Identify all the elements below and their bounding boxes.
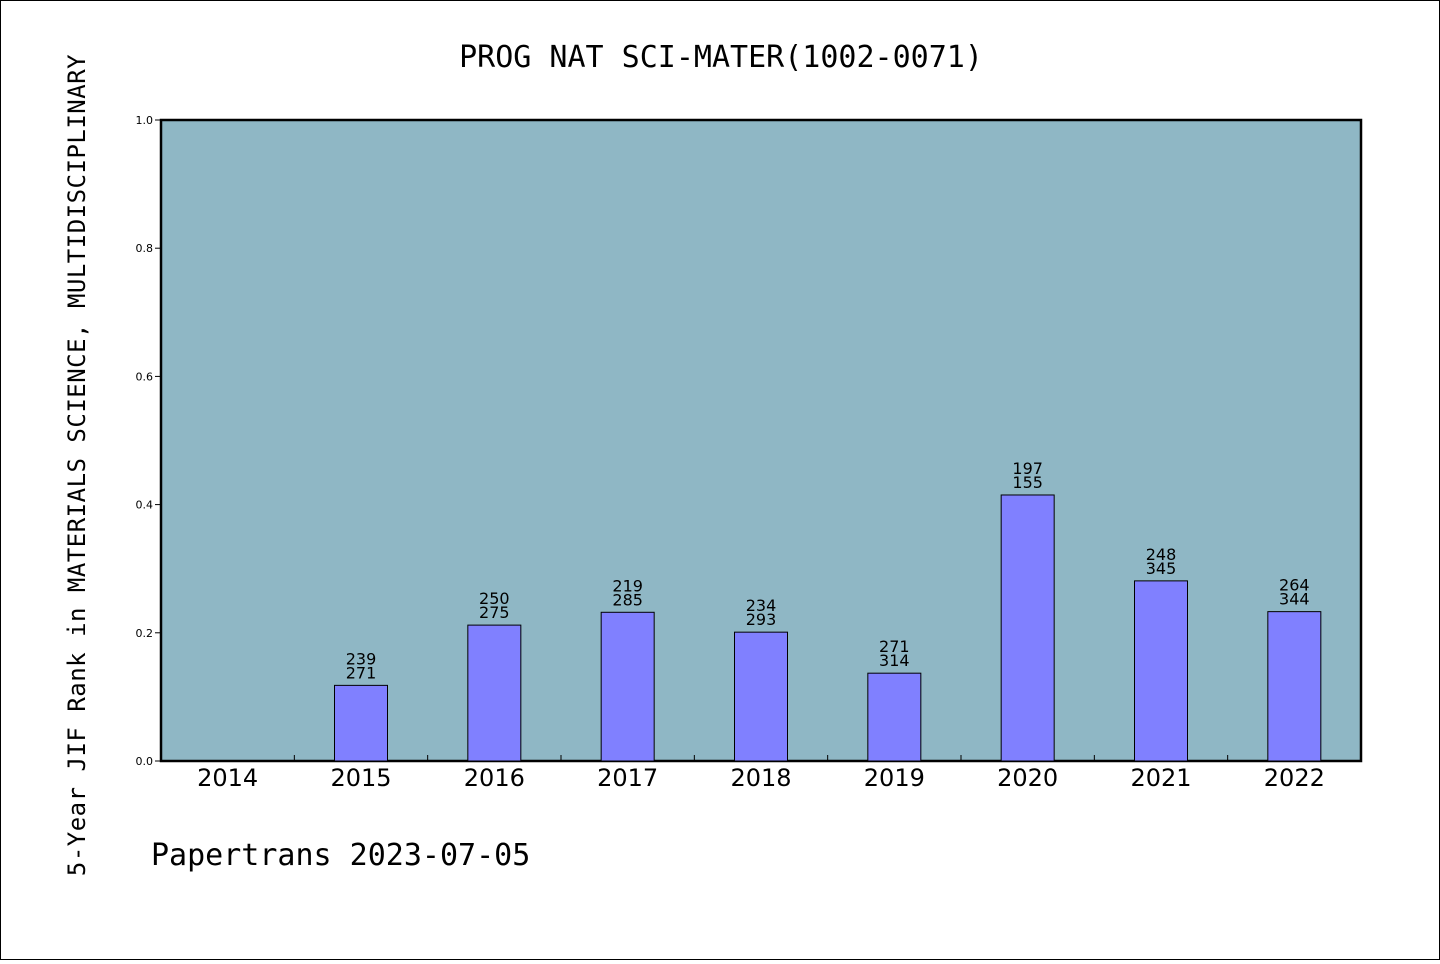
bar-label-bottom-2021: 345 xyxy=(1146,559,1177,578)
x-tick-label-2016: 2016 xyxy=(464,764,525,792)
x-tick-label-2018: 2018 xyxy=(730,764,791,792)
bar-label-top-2020: 197 xyxy=(1012,459,1043,478)
bar-2022 xyxy=(1267,611,1322,762)
x-axis-ticks: 2014 2015 2016 2017 2018 2019 2020 2021 2022 xyxy=(197,755,1325,792)
y-axis-ticks: 0.0 0.2 0.4 0.6 0.8 1.0 xyxy=(136,114,161,768)
x-tick-label-2017: 2017 xyxy=(597,764,658,792)
y-axis-label: 5-Year JIF Rank in MATERIALS SCIENCE, MU… xyxy=(63,54,91,876)
bar-2015 xyxy=(334,684,388,762)
footer-credit: Papertrans 2023-07-05 xyxy=(151,838,530,873)
y-tick-label: 0.2 xyxy=(136,627,154,640)
x-tick-label-2014: 2014 xyxy=(197,764,258,792)
x-tick-label-2021: 2021 xyxy=(1130,764,1191,792)
bar-2018 xyxy=(734,631,788,762)
bar-label-bottom-2020: 155 xyxy=(1012,473,1043,492)
bar-2020 xyxy=(1000,494,1055,762)
bar-2021 xyxy=(1134,580,1188,762)
bar-label-top-2015: 239 xyxy=(346,649,377,668)
bar-2019 xyxy=(867,672,922,762)
bar-label-bottom-2022: 344 xyxy=(1279,590,1310,609)
x-tick-label-2019: 2019 xyxy=(864,764,925,792)
bar-label-top-2016: 250 xyxy=(479,589,510,608)
bar-2016 xyxy=(467,624,522,762)
bar-label-bottom-2017: 285 xyxy=(612,590,643,609)
y-tick-label: 0.8 xyxy=(136,242,154,255)
bar-label-top-2019: 271 xyxy=(879,637,910,656)
bar-label-top-2021: 248 xyxy=(1146,545,1177,564)
y-tick-label: 0.4 xyxy=(136,499,154,512)
chart-title: PROG NAT SCI-MATER(1002-0071) xyxy=(459,40,983,75)
x-tick-label-2022: 2022 xyxy=(1264,764,1325,792)
bar-label-bottom-2015: 271 xyxy=(346,663,377,682)
bar-label-top-2017: 219 xyxy=(612,576,643,595)
y-tick-label: 0.0 xyxy=(136,755,154,768)
bar-label-bottom-2016: 275 xyxy=(479,603,510,622)
y-tick-label: 1.0 xyxy=(136,114,154,127)
x-tick-label-2020: 2020 xyxy=(997,764,1058,792)
y-tick-label: 0.6 xyxy=(136,370,154,383)
bar-label-top-2022: 264 xyxy=(1279,576,1310,595)
bar-label-top-2018: 234 xyxy=(746,596,777,615)
bar-label-bottom-2018: 293 xyxy=(746,610,777,629)
x-tick-label-2015: 2015 xyxy=(330,764,391,792)
bar-2017 xyxy=(600,611,655,762)
bar-label-bottom-2019: 314 xyxy=(879,651,910,670)
